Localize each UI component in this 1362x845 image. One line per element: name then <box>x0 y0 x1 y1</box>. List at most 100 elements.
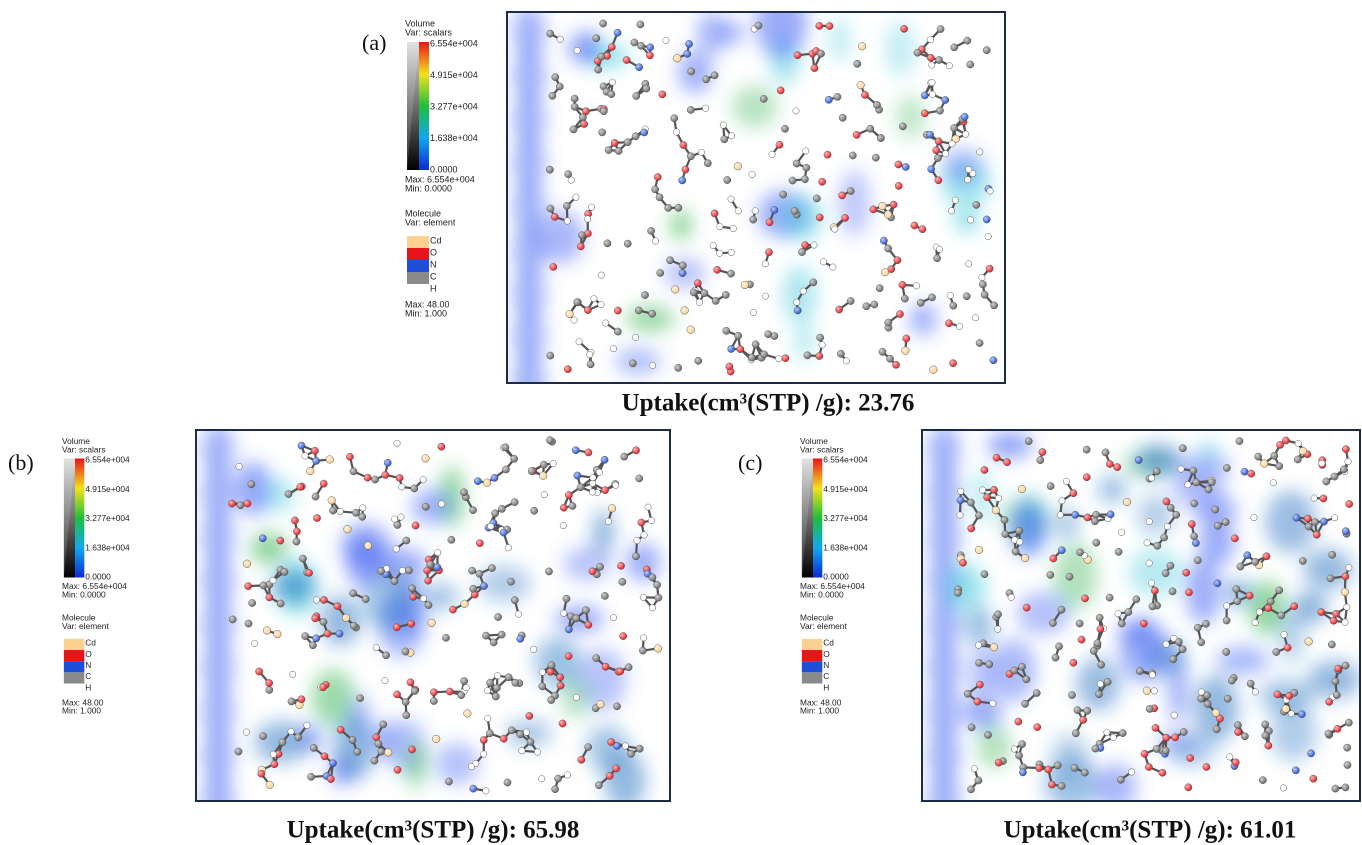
atom-shine <box>911 222 918 229</box>
atom-shine <box>598 272 604 278</box>
atom-shine <box>803 148 809 154</box>
atom-shine <box>252 640 258 646</box>
atom-shine <box>839 192 846 199</box>
atom-shine <box>614 29 621 36</box>
atom-shine <box>711 72 718 79</box>
atom-shine <box>391 578 398 585</box>
atom-shine <box>671 115 678 122</box>
atom-shine <box>517 635 524 642</box>
atom-shine <box>679 270 686 277</box>
atom-shine <box>1152 724 1159 731</box>
atom-shine <box>1102 449 1109 456</box>
atom-shine <box>291 517 298 524</box>
atom-shine <box>935 138 942 145</box>
legend-var: Var: scalars <box>405 27 452 37</box>
atom-shine <box>565 171 572 178</box>
atom-shine <box>1247 680 1254 687</box>
atom-shine <box>1223 648 1230 655</box>
colorbar-tick: 1.638e+004 <box>823 542 868 552</box>
atom-shine <box>933 147 940 154</box>
atom-shine <box>1252 689 1258 695</box>
atom-shine <box>1151 587 1158 594</box>
atom-shine <box>604 240 611 247</box>
atom-shine <box>1223 617 1230 624</box>
atom-shine <box>934 154 941 161</box>
atom-shine <box>1145 763 1152 770</box>
atom-shine <box>485 715 491 721</box>
atom-shine <box>547 205 554 212</box>
atom-shine <box>402 698 409 705</box>
atom-shine <box>461 600 469 608</box>
atom-shine <box>1192 539 1199 546</box>
atom-shine <box>640 635 646 641</box>
atom-shine <box>1191 500 1198 507</box>
color-bar <box>813 458 822 577</box>
atom-shine <box>952 197 958 203</box>
atom-shine <box>492 693 499 700</box>
atom-shine <box>1011 746 1017 752</box>
atom-shine <box>248 481 255 488</box>
atom-shine <box>1170 656 1177 663</box>
atom-shine <box>605 146 612 153</box>
atom-shine <box>1251 514 1257 520</box>
atom-shine <box>1019 740 1026 747</box>
atom-shine <box>632 133 639 140</box>
atom-shine <box>578 232 585 239</box>
atom-shine <box>243 729 249 735</box>
element-swatch <box>407 260 429 272</box>
atom-shine <box>876 285 883 292</box>
volume-blob <box>945 564 986 610</box>
element-swatch <box>407 248 429 260</box>
atom-shine <box>1115 548 1122 555</box>
atom-shine <box>986 265 993 272</box>
atom-shine <box>872 154 879 161</box>
atom-shine <box>948 208 954 214</box>
atom-shine <box>824 151 831 158</box>
atom-shine <box>1095 691 1102 698</box>
atom-shine <box>334 603 341 610</box>
atom-shine <box>995 759 1002 766</box>
atom-shine <box>816 352 823 359</box>
atom-shine <box>1169 588 1176 595</box>
atom-shine <box>1263 553 1270 560</box>
legend-var: Var: scalars <box>800 444 844 454</box>
atom-shine <box>817 334 824 341</box>
atom-shine <box>393 624 400 631</box>
atom-shine <box>636 64 643 71</box>
atom-shine <box>976 339 983 346</box>
atom-shine <box>481 751 487 757</box>
atom-shine <box>1299 557 1306 564</box>
atom-shine <box>574 299 581 306</box>
atom-shine <box>1175 638 1182 645</box>
atom-shine <box>327 775 334 782</box>
atom-shine <box>1234 728 1241 735</box>
atom-shine <box>565 653 572 660</box>
atom-shine <box>975 512 982 519</box>
atom-shine <box>539 683 546 690</box>
colorbar-tick: 6.554e+004 <box>823 455 868 465</box>
volume-blob <box>1098 475 1125 504</box>
atom-shine <box>608 91 615 98</box>
atom-shine <box>1274 691 1281 698</box>
atom-shine <box>619 578 626 585</box>
volume-blob <box>1176 452 1231 482</box>
atom-shine <box>576 339 582 345</box>
atom-shine <box>961 113 968 120</box>
atom-shine <box>569 502 576 509</box>
atom-shine <box>755 22 762 29</box>
atom-shine <box>311 447 318 454</box>
atom-shine <box>1047 482 1054 489</box>
atom-shine <box>1093 539 1100 546</box>
atom-shine <box>1256 609 1262 615</box>
atom-shine <box>428 619 436 627</box>
atom-shine <box>990 700 996 706</box>
atom-shine <box>1318 608 1325 615</box>
atom-shine <box>991 302 998 309</box>
atom-shine <box>977 149 983 155</box>
atom-shine <box>734 162 742 170</box>
atom-shine <box>470 785 477 792</box>
atom-shine <box>632 334 638 340</box>
atom-shine <box>249 599 256 606</box>
atom-shine <box>1015 718 1022 725</box>
atom-shine <box>299 555 306 562</box>
